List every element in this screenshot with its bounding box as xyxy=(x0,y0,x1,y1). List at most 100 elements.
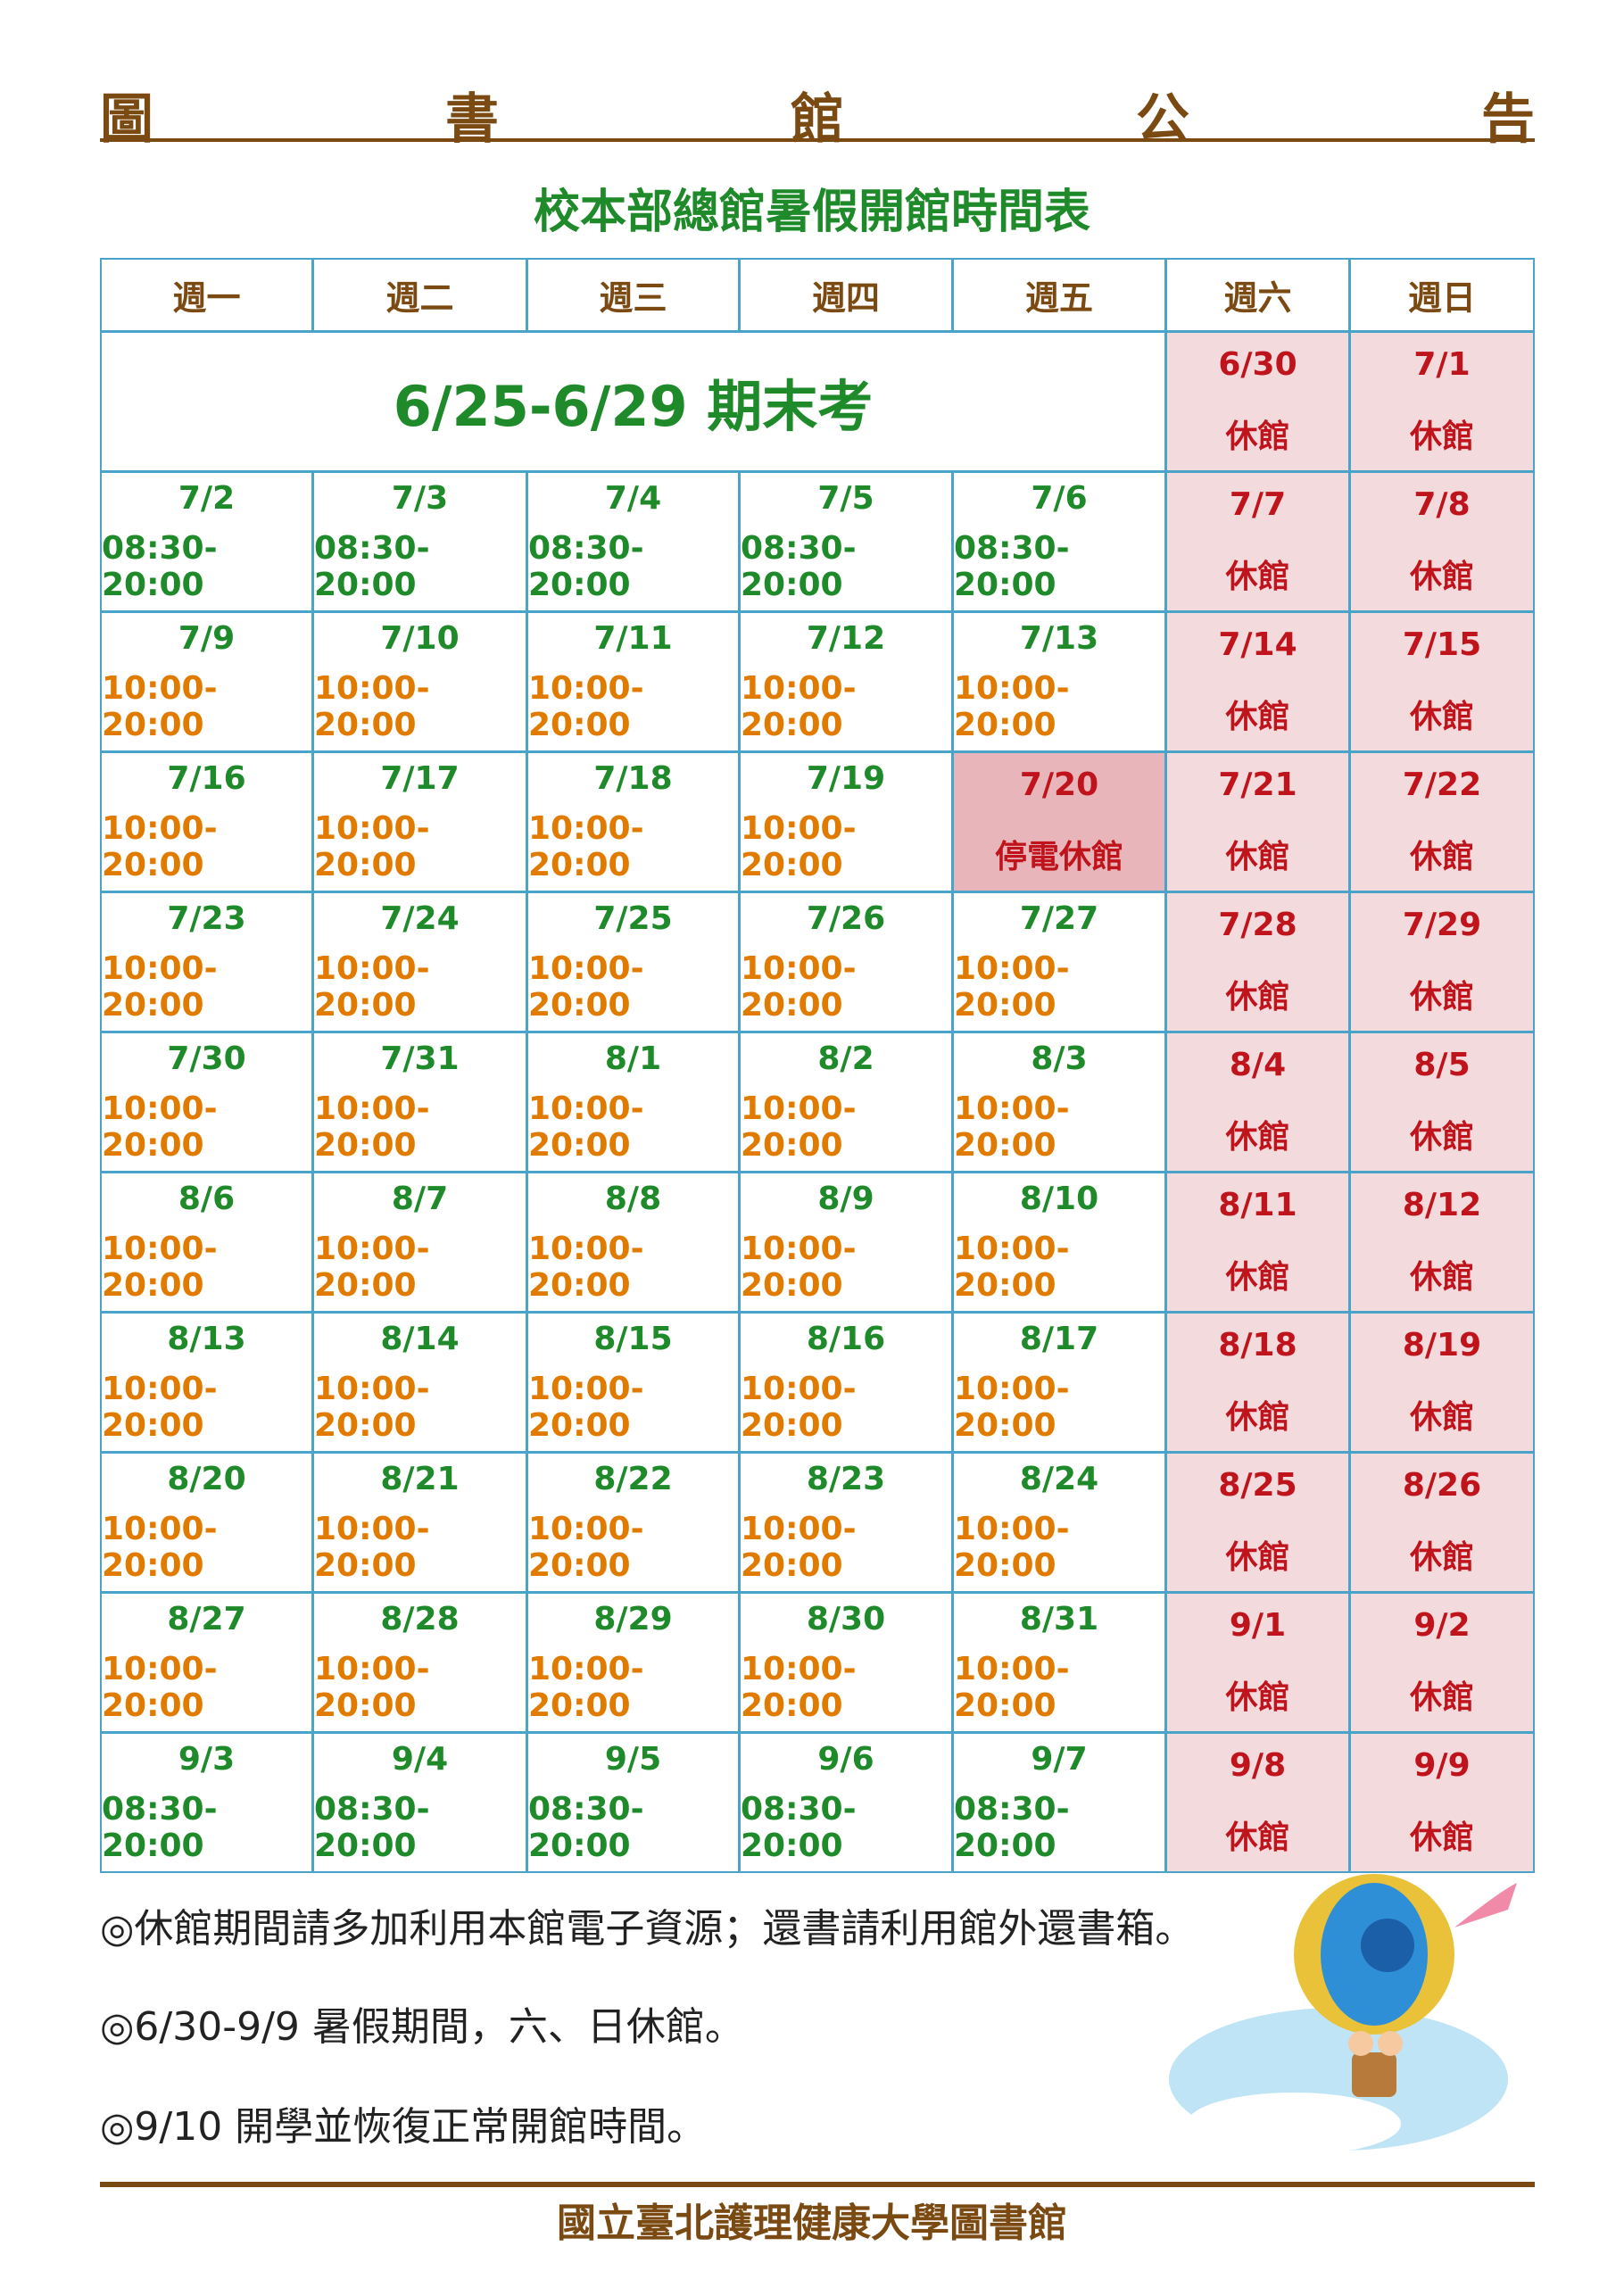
hours: 停電休館 xyxy=(994,838,1123,875)
date: 7/28 xyxy=(1218,907,1297,944)
date: 7/22 xyxy=(1402,767,1482,804)
date: 8/17 xyxy=(1019,1320,1099,1357)
column-header: 週日 xyxy=(1349,258,1535,332)
hours: 10:00-20:00 xyxy=(102,1511,218,1585)
date: 7/6 xyxy=(1031,479,1088,517)
day-cell: 8/20 10:00-20:00 xyxy=(100,1452,313,1593)
header-rule xyxy=(100,138,1535,142)
day-cell: 7/14 休館 xyxy=(1165,611,1350,752)
day-cell: 8/26 休館 xyxy=(1349,1452,1535,1593)
date: 9/7 xyxy=(1031,1740,1088,1778)
hours: 休館 xyxy=(1225,1678,1290,1716)
column-header: 週六 xyxy=(1165,258,1350,332)
hours: 10:00-20:00 xyxy=(102,1231,218,1305)
day-cell: 9/6 08:30-20:00 xyxy=(739,1732,953,1873)
day-cell: 9/8 休館 xyxy=(1165,1732,1350,1873)
hours: 10:00-20:00 xyxy=(314,810,430,884)
date: 8/30 xyxy=(806,1600,886,1637)
day-cell: 8/21 10:00-20:00 xyxy=(312,1452,527,1593)
day-cell: 7/6 08:30-20:00 xyxy=(952,471,1166,612)
date: 7/4 xyxy=(604,479,662,517)
subtitle: 校本部總館暑假開館時間表 xyxy=(533,186,1090,239)
day-cell: 8/11 休館 xyxy=(1165,1172,1350,1313)
date: 7/11 xyxy=(593,619,673,657)
hours: 10:00-20:00 xyxy=(954,1371,1070,1445)
balloon-illustration xyxy=(1169,1874,1517,2155)
day-cell: 7/28 休館 xyxy=(1165,891,1350,1032)
hours: 休館 xyxy=(1409,838,1474,875)
hours: 休館 xyxy=(1225,418,1290,455)
date: 9/1 xyxy=(1229,1607,1287,1645)
hours: 10:00-20:00 xyxy=(314,1090,430,1165)
date: 9/8 xyxy=(1229,1747,1287,1785)
date: 7/3 xyxy=(391,479,449,517)
day-cell: 7/1 休館 xyxy=(1349,331,1535,472)
hours: 10:00-20:00 xyxy=(314,950,430,1024)
day-cell: 9/5 08:30-20:00 xyxy=(526,1732,740,1873)
date: 7/13 xyxy=(1019,619,1099,657)
date: 9/4 xyxy=(391,1740,449,1778)
day-cell: 8/14 10:00-20:00 xyxy=(312,1312,527,1453)
day-cell: 8/5 休館 xyxy=(1349,1032,1535,1173)
hours: 10:00-20:00 xyxy=(102,1090,218,1165)
footer-rule xyxy=(100,2182,1535,2187)
hours: 08:30-20:00 xyxy=(741,530,857,604)
date: 7/24 xyxy=(380,899,460,937)
day-cell: 8/30 10:00-20:00 xyxy=(739,1592,953,1733)
date: 8/7 xyxy=(391,1180,449,1217)
day-cell: 9/3 08:30-20:00 xyxy=(100,1732,313,1873)
day-cell: 7/7 休館 xyxy=(1165,471,1350,612)
day-cell: 7/25 10:00-20:00 xyxy=(526,891,740,1032)
date: 7/16 xyxy=(167,759,246,797)
date: 8/23 xyxy=(806,1460,886,1497)
date: 6/30 xyxy=(1218,346,1297,384)
date: 7/9 xyxy=(178,619,236,657)
day-cell: 9/2 休館 xyxy=(1349,1592,1535,1733)
date: 7/12 xyxy=(806,619,886,657)
day-cell: 9/4 08:30-20:00 xyxy=(312,1732,527,1873)
day-cell: 7/13 10:00-20:00 xyxy=(952,611,1166,752)
date: 9/6 xyxy=(817,1740,874,1778)
hours: 休館 xyxy=(1225,1819,1290,1856)
hours: 08:30-20:00 xyxy=(102,530,218,604)
day-cell: 7/15 休館 xyxy=(1349,611,1535,752)
date: 7/2 xyxy=(178,479,236,517)
date: 8/8 xyxy=(604,1180,662,1217)
date: 7/14 xyxy=(1218,626,1297,664)
date: 8/15 xyxy=(593,1320,673,1357)
balloon-center xyxy=(1361,1919,1414,1972)
day-cell: 7/18 10:00-20:00 xyxy=(526,751,740,892)
day-cell: 7/27 10:00-20:00 xyxy=(952,891,1166,1032)
day-cell: 9/1 休館 xyxy=(1165,1592,1350,1733)
date: 8/1 xyxy=(604,1040,662,1077)
note: ◎6/30-9/9 暑假期間，六、日休館。 xyxy=(100,2004,744,2050)
day-cell: 8/3 10:00-20:00 xyxy=(952,1032,1166,1173)
date: 8/6 xyxy=(178,1180,236,1217)
date: 7/20 xyxy=(1019,767,1099,804)
hours: 休館 xyxy=(1409,1118,1474,1156)
hours: 休館 xyxy=(1225,838,1290,875)
date: 8/13 xyxy=(167,1320,246,1357)
hours: 休館 xyxy=(1409,1398,1474,1436)
hours: 10:00-20:00 xyxy=(741,950,857,1024)
hours: 10:00-20:00 xyxy=(741,1651,857,1725)
hours: 08:30-20:00 xyxy=(528,1791,644,1865)
day-cell: 8/15 10:00-20:00 xyxy=(526,1312,740,1453)
day-cell: 8/19 休館 xyxy=(1349,1312,1535,1453)
child xyxy=(1348,2031,1373,2056)
hours: 10:00-20:00 xyxy=(314,1651,430,1725)
hours: 10:00-20:00 xyxy=(528,1371,644,1445)
date: 9/9 xyxy=(1413,1747,1471,1785)
day-cell: 7/11 10:00-20:00 xyxy=(526,611,740,752)
hours: 休館 xyxy=(1409,1538,1474,1576)
hours: 10:00-20:00 xyxy=(954,950,1070,1024)
hours: 10:00-20:00 xyxy=(954,1651,1070,1725)
date: 7/10 xyxy=(380,619,460,657)
hours: 08:30-20:00 xyxy=(314,530,430,604)
hours: 10:00-20:00 xyxy=(741,1371,857,1445)
exam-cell: 6/25-6/29 期末考 xyxy=(100,331,1166,472)
day-cell: 7/16 10:00-20:00 xyxy=(100,751,313,892)
date: 8/24 xyxy=(1019,1460,1099,1497)
hours: 08:30-20:00 xyxy=(954,1791,1070,1865)
day-cell: 7/5 08:30-20:00 xyxy=(739,471,953,612)
